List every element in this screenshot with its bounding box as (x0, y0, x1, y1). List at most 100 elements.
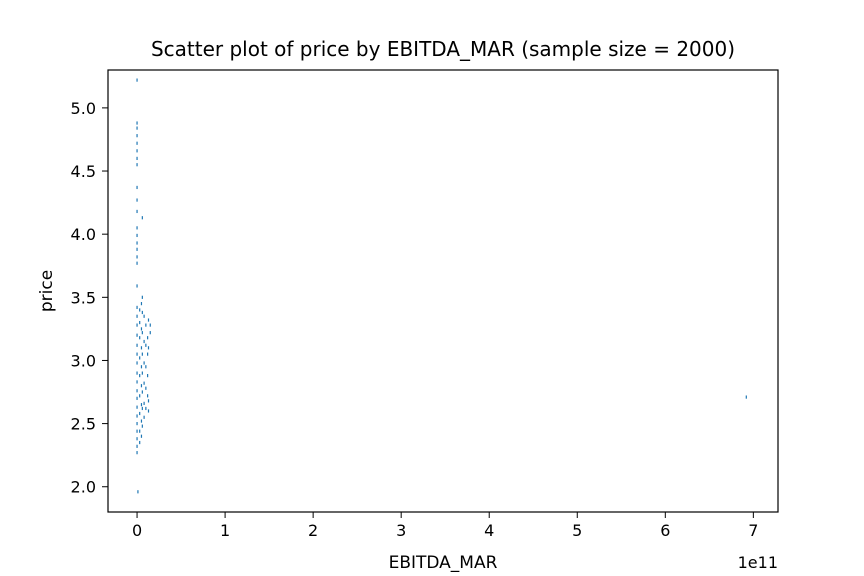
data-point (147, 346, 150, 350)
data-points (136, 78, 747, 494)
data-point (140, 384, 143, 388)
data-point (136, 361, 138, 365)
data-point (136, 422, 138, 426)
data-point (147, 394, 149, 398)
data-point (136, 396, 138, 400)
data-point (145, 406, 147, 411)
data-point (136, 209, 138, 214)
x-tick-label: 0 (132, 521, 142, 540)
data-point (139, 356, 141, 360)
data-point (143, 314, 145, 318)
y-axis-title: price (37, 270, 57, 312)
y-tick-label: 3.0 (71, 351, 96, 370)
data-point (139, 308, 141, 312)
data-point (136, 405, 138, 409)
data-point (136, 314, 138, 318)
data-point (136, 255, 138, 259)
data-point (143, 339, 145, 344)
data-point (147, 352, 149, 356)
data-point (139, 320, 141, 325)
data-point (136, 163, 138, 167)
plot-frame (107, 69, 779, 513)
x-tick-label: 6 (660, 521, 670, 540)
data-point (141, 371, 143, 375)
data-point (145, 343, 147, 347)
data-point (136, 156, 138, 160)
data-point (140, 302, 143, 306)
data-point (139, 394, 141, 398)
data-point (140, 434, 143, 438)
data-point (136, 247, 138, 251)
data-point (140, 419, 143, 423)
data-point (136, 305, 138, 310)
data-point (140, 403, 143, 407)
data-point (147, 374, 149, 378)
data-point (136, 371, 138, 375)
data-point (141, 216, 143, 220)
data-point (136, 343, 138, 347)
data-point (137, 490, 139, 494)
data-point (136, 389, 138, 393)
data-point (139, 440, 141, 445)
data-point (136, 261, 138, 265)
x-offset-label: 1e11 (738, 553, 778, 572)
data-point (136, 323, 138, 327)
data-point (139, 411, 141, 416)
data-point (136, 78, 138, 82)
data-point (141, 310, 143, 315)
data-point (140, 327, 143, 331)
y-tick-label: 4.5 (71, 162, 96, 181)
data-point (136, 121, 138, 125)
data-point (136, 437, 138, 441)
chart-title: Scatter plot of price by EBITDA_MAR (sam… (151, 37, 735, 61)
data-point (140, 346, 143, 350)
data-point (136, 451, 138, 455)
y-axis: 2.0 2.5 3.0 3.5 4.0 4.5 5.0 (71, 99, 108, 497)
data-point (136, 185, 138, 190)
data-point (136, 134, 138, 138)
y-tick-label: 5.0 (71, 99, 96, 118)
data-point (141, 406, 143, 411)
y-tick-label: 4.0 (71, 225, 96, 244)
x-axis: 0 1 2 3 4 5 6 7 (132, 512, 758, 540)
x-tick-label: 4 (484, 521, 494, 540)
data-point (145, 365, 147, 369)
data-point (136, 241, 138, 245)
y-tick-label: 3.5 (71, 288, 96, 307)
x-tick-label: 5 (572, 521, 582, 540)
data-point (141, 424, 143, 428)
data-point (136, 149, 138, 153)
data-point (141, 295, 143, 299)
data-point (136, 198, 138, 202)
data-point (139, 374, 141, 378)
data-point (143, 415, 145, 419)
data-point (139, 336, 141, 340)
y-tick-label: 2.0 (71, 478, 96, 497)
data-point (143, 401, 145, 405)
data-point (139, 429, 141, 433)
x-axis-title: EBITDA_MAR (389, 553, 498, 573)
data-point (141, 352, 143, 356)
x-tick-label: 2 (308, 521, 318, 540)
data-point (136, 380, 138, 384)
data-point (147, 399, 150, 403)
data-point (147, 409, 150, 413)
data-point (136, 126, 138, 130)
data-point (136, 233, 138, 238)
data-point (136, 414, 138, 418)
data-point (136, 333, 138, 337)
y-tick-label: 2.5 (71, 415, 96, 434)
data-point (136, 429, 138, 433)
data-point (140, 365, 143, 369)
data-point (136, 352, 138, 356)
data-point (143, 361, 145, 365)
data-point (149, 323, 151, 327)
x-tick-label: 7 (748, 521, 758, 540)
data-point (136, 226, 138, 230)
data-point (136, 284, 138, 288)
data-point (136, 141, 138, 145)
x-tick-label: 3 (396, 521, 406, 540)
data-point (143, 381, 145, 385)
data-point (147, 318, 150, 322)
